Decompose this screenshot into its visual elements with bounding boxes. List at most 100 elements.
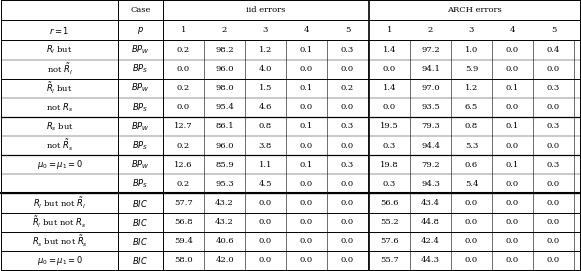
Text: 94.3: 94.3 [421, 180, 440, 188]
Text: 19.5: 19.5 [380, 122, 399, 131]
Text: iid errors: iid errors [246, 6, 285, 14]
Text: 0.0: 0.0 [465, 218, 478, 226]
Text: 86.1: 86.1 [215, 122, 234, 131]
Text: 97.2: 97.2 [421, 46, 440, 54]
Text: 0.0: 0.0 [547, 256, 560, 264]
Text: 56.6: 56.6 [380, 199, 399, 207]
Text: Case: Case [130, 6, 150, 14]
Text: $R_s$ but not $\tilde{R}_s$: $R_s$ but not $\tilde{R}_s$ [31, 234, 87, 249]
Text: 0.0: 0.0 [300, 142, 313, 150]
Text: $BP_W$: $BP_W$ [131, 159, 150, 171]
Text: 5.9: 5.9 [465, 65, 478, 73]
Text: 2: 2 [222, 26, 227, 34]
Text: 4: 4 [510, 26, 515, 34]
Text: 5.4: 5.4 [465, 180, 478, 188]
Text: 42.0: 42.0 [215, 256, 234, 264]
Text: $BP_S$: $BP_S$ [132, 101, 149, 114]
Text: 43.2: 43.2 [215, 199, 234, 207]
Text: 57.7: 57.7 [174, 199, 193, 207]
Text: 4.0: 4.0 [259, 65, 272, 73]
Text: ARCH errors: ARCH errors [447, 6, 502, 14]
Text: 0.0: 0.0 [300, 180, 313, 188]
Text: 0.0: 0.0 [259, 256, 272, 264]
Text: 85.9: 85.9 [215, 161, 234, 169]
Text: 1.1: 1.1 [259, 161, 272, 169]
Text: 0.0: 0.0 [259, 199, 272, 207]
Text: 0.0: 0.0 [341, 103, 354, 111]
Text: 0.6: 0.6 [465, 161, 478, 169]
Text: 98.2: 98.2 [215, 46, 234, 54]
Text: 0.1: 0.1 [506, 161, 519, 169]
Text: 57.6: 57.6 [380, 237, 399, 245]
Text: $BIC$: $BIC$ [132, 236, 149, 247]
Text: $BP_W$: $BP_W$ [131, 44, 150, 56]
Text: 3: 3 [469, 26, 474, 34]
Text: $\tilde{R}_l$ but: $\tilde{R}_l$ but [46, 81, 73, 96]
Text: 1.2: 1.2 [259, 46, 272, 54]
Text: 5: 5 [345, 26, 350, 34]
Text: 0.2: 0.2 [341, 84, 354, 92]
Text: $BP_S$: $BP_S$ [132, 139, 149, 152]
Text: 0.0: 0.0 [465, 237, 478, 245]
Text: 0.8: 0.8 [465, 122, 478, 131]
Text: 0.1: 0.1 [506, 122, 519, 131]
Text: 0.0: 0.0 [465, 199, 478, 207]
Text: 0.0: 0.0 [506, 256, 519, 264]
Text: 0.1: 0.1 [300, 122, 313, 131]
Text: 0.2: 0.2 [177, 180, 190, 188]
Text: 0.0: 0.0 [547, 237, 560, 245]
Text: $BP_W$: $BP_W$ [131, 120, 150, 133]
Text: 0.2: 0.2 [177, 84, 190, 92]
Text: 94.4: 94.4 [421, 142, 440, 150]
Text: 79.2: 79.2 [421, 161, 440, 169]
Text: 0.0: 0.0 [300, 237, 313, 245]
Text: 0.0: 0.0 [547, 218, 560, 226]
Text: 0.3: 0.3 [341, 161, 354, 169]
Text: 96.0: 96.0 [215, 65, 234, 73]
Text: 0.1: 0.1 [506, 84, 519, 92]
Text: 0.0: 0.0 [547, 65, 560, 73]
Text: 0.0: 0.0 [300, 103, 313, 111]
Text: 59.4: 59.4 [174, 237, 193, 245]
Text: $r = 1$: $r = 1$ [49, 25, 70, 36]
Text: $p$: $p$ [137, 25, 144, 36]
Text: 0.8: 0.8 [259, 122, 272, 131]
Text: 44.8: 44.8 [421, 218, 440, 226]
Text: 0.0: 0.0 [300, 199, 313, 207]
Text: 40.6: 40.6 [215, 237, 234, 245]
Text: 19.8: 19.8 [380, 161, 399, 169]
Text: 0.0: 0.0 [341, 199, 354, 207]
Text: 2: 2 [428, 26, 433, 34]
Text: 55.2: 55.2 [380, 218, 399, 226]
Text: 97.0: 97.0 [421, 84, 440, 92]
Text: 0.0: 0.0 [506, 180, 519, 188]
Text: not $\tilde{R}_s$: not $\tilde{R}_s$ [46, 138, 73, 153]
Text: 44.3: 44.3 [421, 256, 440, 264]
Text: 0.0: 0.0 [547, 180, 560, 188]
Text: 79.3: 79.3 [421, 122, 440, 131]
Text: 0.0: 0.0 [341, 142, 354, 150]
Text: $BIC$: $BIC$ [132, 217, 149, 228]
Text: 0.0: 0.0 [506, 218, 519, 226]
Text: 1.4: 1.4 [383, 46, 396, 54]
Text: 0.0: 0.0 [506, 199, 519, 207]
Text: 0.0: 0.0 [259, 218, 272, 226]
Text: 0.0: 0.0 [300, 65, 313, 73]
Text: 1: 1 [181, 26, 186, 34]
Text: 98.0: 98.0 [215, 84, 234, 92]
Text: 0.1: 0.1 [300, 46, 313, 54]
Text: 0.0: 0.0 [506, 237, 519, 245]
Text: 0.0: 0.0 [547, 142, 560, 150]
Text: 43.4: 43.4 [421, 199, 440, 207]
Text: 0.0: 0.0 [547, 103, 560, 111]
Text: 42.4: 42.4 [421, 237, 440, 245]
Text: 0.0: 0.0 [300, 218, 313, 226]
Text: 93.5: 93.5 [421, 103, 440, 111]
Text: 0.0: 0.0 [465, 256, 478, 264]
Text: $\tilde{R}_l$ but not $R_s$: $\tilde{R}_l$ but not $R_s$ [33, 215, 87, 230]
Text: 0.2: 0.2 [177, 142, 190, 150]
Text: $BIC$: $BIC$ [132, 255, 149, 266]
Text: 0.3: 0.3 [383, 180, 396, 188]
Text: 12.6: 12.6 [174, 161, 193, 169]
Text: $BP_W$: $BP_W$ [131, 82, 150, 95]
